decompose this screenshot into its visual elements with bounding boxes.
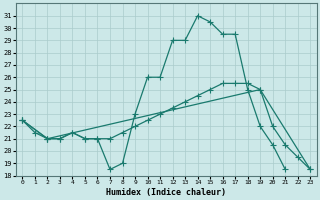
X-axis label: Humidex (Indice chaleur): Humidex (Indice chaleur) xyxy=(106,188,226,197)
